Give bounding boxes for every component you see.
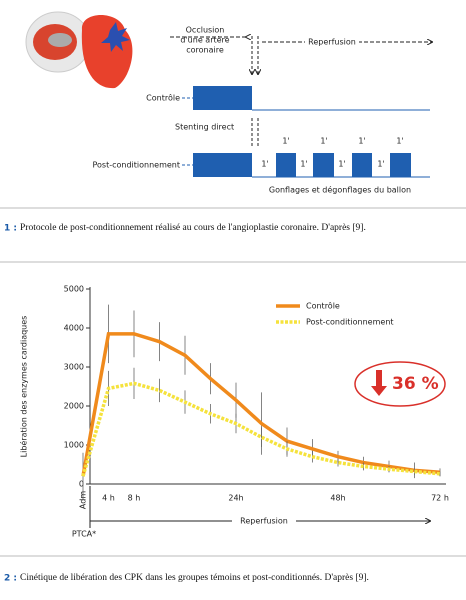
label: 1' xyxy=(358,137,365,146)
x-tick-label: 4 h xyxy=(102,494,115,503)
y-tick-label: 5000 xyxy=(64,285,84,294)
y-tick-label: 1000 xyxy=(64,441,84,450)
y-tick-label: 0 xyxy=(79,480,84,489)
legend-label: Post-conditionnement xyxy=(306,318,394,327)
label: 1' xyxy=(261,160,268,169)
ptca-label: PTCA* xyxy=(72,530,96,539)
chart: 0 1000 2000 3000 4000 5000 Libération des enzy… xyxy=(19,285,449,539)
annotation-arrow xyxy=(371,370,387,396)
legend-label: Contrôle xyxy=(306,301,340,311)
label-bg xyxy=(232,514,296,528)
label: coronaire xyxy=(186,46,224,55)
label: 1' xyxy=(282,137,289,146)
block xyxy=(390,153,411,177)
caption-label: 1 : xyxy=(4,224,17,234)
reperfusion-label: Reperfusion xyxy=(240,517,288,526)
label: Gonflages et dégonflages du ballon xyxy=(269,185,411,195)
x-tick-label: 72 h xyxy=(431,494,449,503)
block xyxy=(313,153,334,177)
series-line xyxy=(81,332,441,477)
x-tick-label: Adm xyxy=(79,491,88,509)
y-tick-label: 3000 xyxy=(64,363,84,372)
label: Stenting direct xyxy=(175,123,234,132)
label: Reperfusion xyxy=(308,38,356,47)
x-tick-label: 48h xyxy=(330,494,345,503)
y-axis-label: Libération des enzymes cardiaques xyxy=(19,316,29,458)
block xyxy=(193,153,252,177)
annotation: 36 % xyxy=(392,374,439,394)
x-tick-label: 8 h xyxy=(128,494,141,503)
label: d'une artère xyxy=(180,35,229,45)
caption-label: 2 : xyxy=(4,574,17,584)
block xyxy=(276,153,296,177)
label: 1' xyxy=(338,160,345,169)
label: 1' xyxy=(377,160,384,169)
y-tick-label: 4000 xyxy=(64,324,84,333)
y-tick-label: 2000 xyxy=(64,402,84,411)
caption: Cinétique de libération des CPK dans les… xyxy=(20,573,369,583)
label: 1' xyxy=(300,160,307,169)
x-tick-label: 24h xyxy=(228,494,243,503)
label: 1' xyxy=(396,137,403,146)
label: Occlusion xyxy=(186,26,225,35)
series-line xyxy=(81,381,441,477)
heart-illustration xyxy=(25,11,133,89)
block xyxy=(352,153,372,177)
caption: Protocole de post-conditionnement réalis… xyxy=(20,223,366,233)
label: 1' xyxy=(320,137,327,146)
label: Contrôle xyxy=(146,93,180,103)
block xyxy=(193,86,252,110)
label: Post-conditionnement xyxy=(92,161,180,170)
